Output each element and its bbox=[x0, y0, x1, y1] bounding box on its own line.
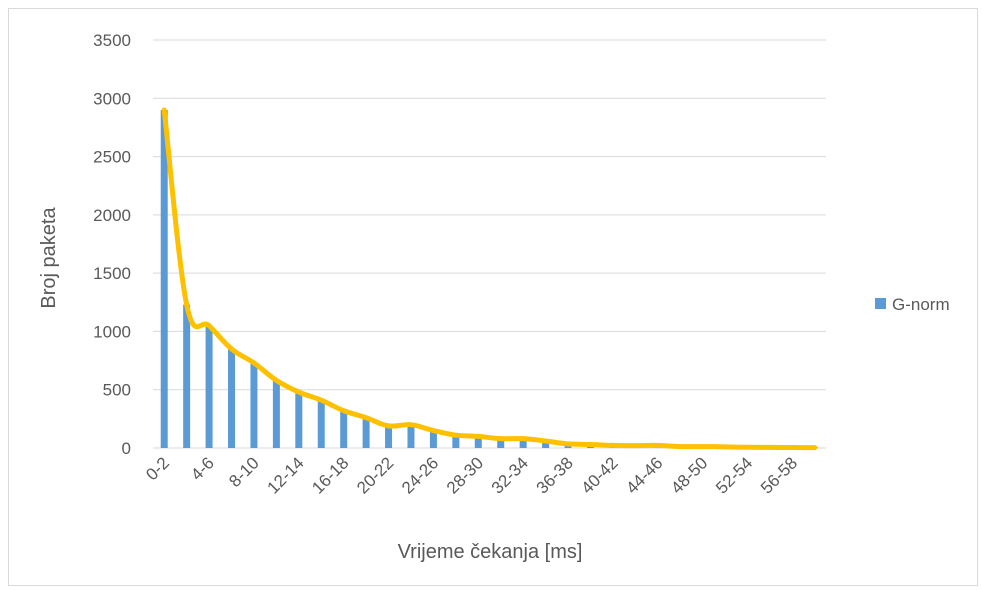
x-tick-label: 52-54 bbox=[712, 453, 756, 497]
bar-30-32 bbox=[497, 438, 505, 448]
x-tick-label: 0-2 bbox=[142, 453, 173, 484]
x-tick-label: 16-18 bbox=[308, 453, 352, 497]
trend-line-layer bbox=[161, 107, 818, 451]
y-tick-label: 1500 bbox=[93, 264, 131, 283]
legend: G-norm bbox=[875, 295, 950, 314]
x-tick-label: 48-50 bbox=[667, 453, 711, 497]
bar-18-20 bbox=[362, 417, 370, 448]
x-tick-label: 20-22 bbox=[353, 453, 397, 497]
x-tick-label: 4-6 bbox=[187, 453, 218, 484]
legend-swatch bbox=[875, 298, 886, 309]
bars bbox=[160, 109, 819, 448]
bar-16-18 bbox=[340, 410, 348, 448]
chart-area bbox=[8, 8, 978, 586]
x-tick-label: 44-46 bbox=[622, 453, 666, 497]
bar-12-14 bbox=[295, 392, 303, 448]
bar-4-6 bbox=[205, 325, 213, 448]
bar-28-30 bbox=[474, 436, 482, 448]
y-tick-label: 500 bbox=[103, 381, 131, 400]
trend-line bbox=[161, 107, 818, 451]
bar-10-12 bbox=[272, 380, 280, 448]
x-axis-title: Vrijeme čekanja [ms] bbox=[398, 541, 583, 563]
x-tick-label: 8-10 bbox=[225, 453, 262, 490]
x-tick-label: 28-30 bbox=[443, 453, 487, 497]
x-tick-label: 12-14 bbox=[263, 453, 307, 497]
y-tick-labels: 0 500 1000 1500 2000 2500 3000 3500 bbox=[93, 31, 131, 458]
bar-24-26 bbox=[429, 430, 437, 448]
bar-14-16 bbox=[317, 400, 325, 448]
x-tick-label: 56-58 bbox=[757, 453, 801, 497]
y-tick-label: 1000 bbox=[93, 322, 131, 341]
legend-label: G-norm bbox=[892, 295, 950, 314]
y-tick-label: 2500 bbox=[93, 148, 131, 167]
x-tick-label: 24-26 bbox=[398, 453, 442, 497]
bar-34-36 bbox=[542, 441, 550, 448]
x-tick-label: 36-38 bbox=[533, 453, 577, 497]
y-tick-label: 2000 bbox=[93, 206, 131, 225]
bar-8-10 bbox=[250, 362, 258, 448]
x-tick-label: 32-34 bbox=[488, 453, 532, 497]
bar-6-8 bbox=[228, 348, 236, 448]
x-tick-label: 40-42 bbox=[578, 453, 622, 497]
y-tick-label: 0 bbox=[122, 439, 131, 458]
x-tick-labels: 0-2 4-6 8-10 12-14 16-18 20-22 24-26 28-30 32-34… bbox=[142, 453, 801, 497]
bar-22-24 bbox=[407, 425, 415, 448]
bar-2-4 bbox=[183, 304, 191, 448]
bar-26-28 bbox=[452, 435, 460, 448]
y-axis-title: Broj paketa bbox=[38, 207, 60, 309]
y-tick-label: 3000 bbox=[93, 89, 131, 108]
bar-20-22 bbox=[385, 425, 393, 448]
y-tick-label: 3500 bbox=[93, 31, 131, 50]
bar-0-2 bbox=[160, 109, 168, 448]
bar-32-34 bbox=[519, 438, 527, 448]
